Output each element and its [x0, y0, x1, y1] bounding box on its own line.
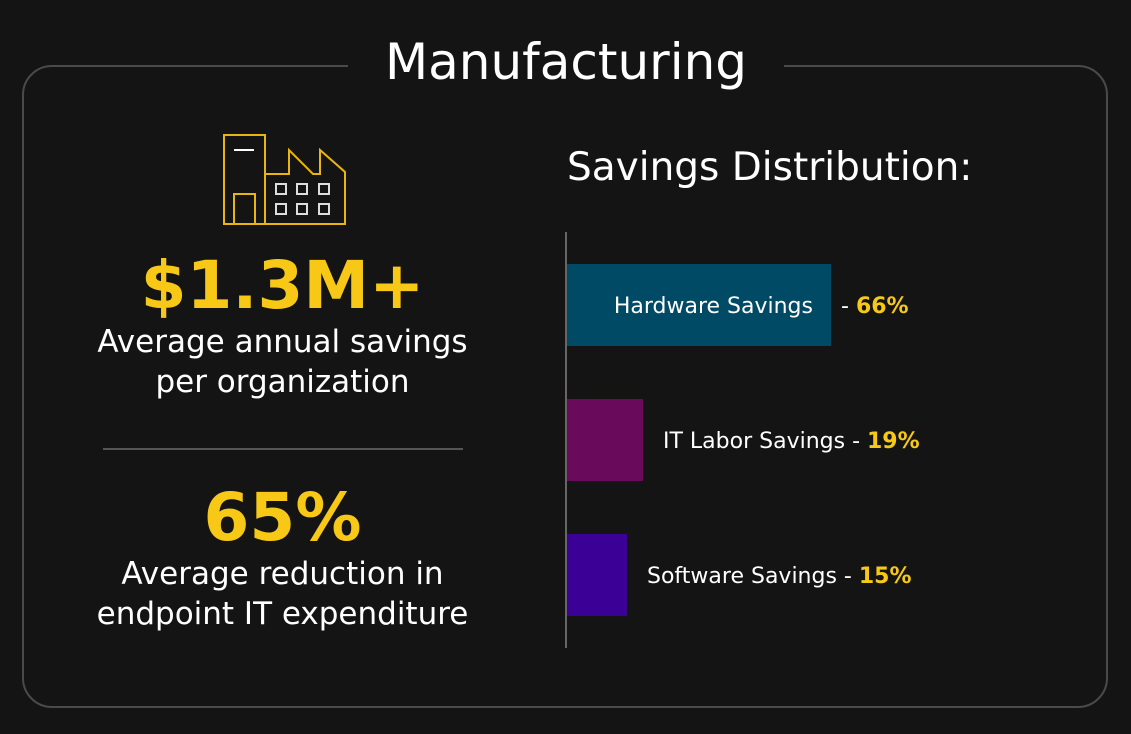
divider — [103, 448, 463, 450]
stat-desc-line1: Average reduction in — [121, 556, 444, 592]
page-title: Manufacturing — [348, 30, 784, 94]
factory-icon — [223, 134, 346, 225]
stat-annual-savings: $1.3M+ Average annual savings per organi… — [70, 250, 495, 402]
chart-title: Savings Distribution: — [567, 145, 973, 190]
stat-desc-line2: per organization — [155, 364, 410, 400]
stat-value: 65% — [203, 479, 362, 556]
stat-value: $1.3M+ — [140, 247, 425, 324]
stat-it-reduction: 65% Average reduction in endpoint IT exp… — [70, 482, 495, 634]
stat-desc-line2: endpoint IT expenditure — [96, 596, 469, 632]
stat-desc-line1: Average annual savings — [97, 324, 468, 360]
